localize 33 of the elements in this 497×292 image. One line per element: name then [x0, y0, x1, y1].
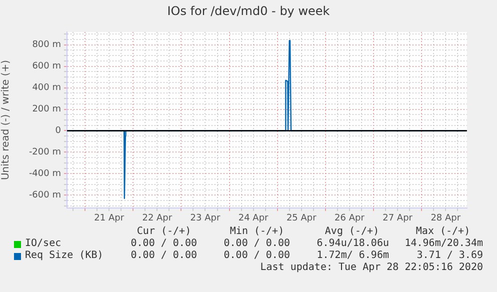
text: 14.96m/20.34m: [404, 238, 483, 250]
x-tick-label: 26 Apr: [334, 214, 365, 224]
y-tick-label: 0: [55, 126, 62, 136]
text: 0.00 / 0.00: [224, 250, 290, 262]
x-tick-label: 27 Apr: [382, 214, 413, 224]
y-tick-label: 200 m: [32, 104, 61, 115]
x-tick-label: 28 Apr: [430, 214, 461, 224]
text: 3.71 / 3.69: [416, 250, 483, 262]
y-tick-label: -400 m: [28, 169, 61, 179]
x-tick-label: 23 Apr: [190, 214, 220, 224]
text: 0.00 / 0.00: [130, 250, 197, 262]
legend-label: Req Size (KB): [25, 250, 104, 262]
y-tick-label: 800 m: [32, 40, 61, 50]
x-tick-label: 22 Apr: [142, 214, 172, 224]
legend-label: IO/sec: [25, 238, 62, 250]
y-tick-label: 400 m: [32, 83, 61, 94]
y-tick-label: -600 m: [28, 190, 61, 200]
text: Min (-/+): [228, 226, 286, 238]
x-tick-label: 21 Apr: [94, 214, 124, 224]
text: 1.72m/ 6.96m: [316, 250, 389, 262]
text: 0.00 / 0.00: [224, 238, 290, 250]
text: Max (-/+): [414, 226, 472, 238]
text: Last update: Tue Apr 28 22:05:16 2020: [260, 262, 483, 274]
y-tick-label: -200 m: [28, 148, 61, 158]
y-tick-label: 600 m: [32, 62, 61, 72]
text: Cur (-/+): [136, 226, 192, 238]
y-axis-title: Units read (-) / write (+): [0, 60, 12, 180]
x-tick-label: 24 Apr: [238, 214, 269, 224]
text: Avg (-/+): [324, 226, 380, 238]
text: 6.94u/18.06u: [316, 238, 389, 250]
chart-title: IOs for /dev/md0 - by week: [166, 4, 331, 18]
x-tick-label: 25 Apr: [286, 214, 317, 224]
text: 0.00 / 0.00: [130, 238, 197, 250]
